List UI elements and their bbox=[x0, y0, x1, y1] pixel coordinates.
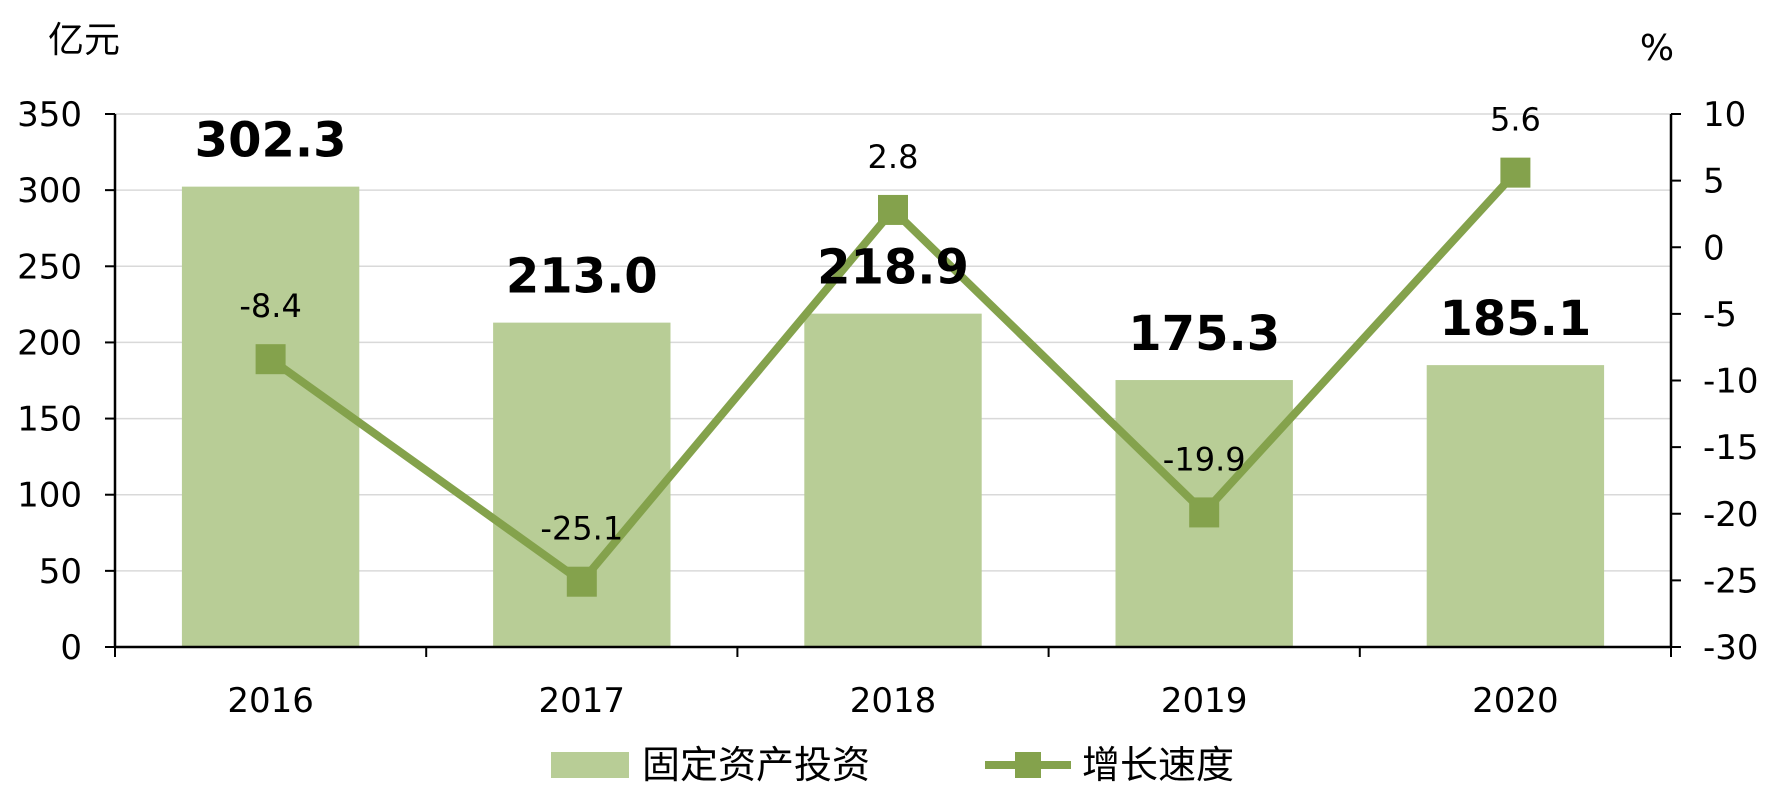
right-tick-label: -15 bbox=[1703, 428, 1759, 468]
bar-value-label: 175.3 bbox=[1128, 306, 1280, 362]
right-tick-label: 5 bbox=[1703, 162, 1725, 202]
left-tick-label: 0 bbox=[60, 628, 82, 668]
line-marker bbox=[1500, 157, 1531, 188]
bar bbox=[493, 322, 671, 647]
right-tick-label: 0 bbox=[1703, 228, 1725, 268]
line-marker bbox=[1189, 497, 1220, 528]
legend: 固定资产投资 增长速度 bbox=[551, 743, 1234, 787]
bar-value-label: 185.1 bbox=[1439, 291, 1591, 347]
data-labels: 302.3 213.0 218.9 175.3 185.1 -8.4 -25.1 2.8 -19… bbox=[195, 101, 1592, 548]
legend-swatch-bar bbox=[551, 752, 629, 778]
line-value-label: 2.8 bbox=[868, 138, 919, 176]
line-value-label: 5.6 bbox=[1490, 101, 1541, 139]
x-tick-label: 2018 bbox=[850, 681, 937, 721]
left-tick-label: 350 bbox=[17, 95, 82, 135]
bar-value-label: 213.0 bbox=[506, 249, 658, 305]
bar-value-label: 302.3 bbox=[195, 113, 347, 169]
left-tick-label: 50 bbox=[39, 552, 82, 592]
left-tick-label: 150 bbox=[17, 400, 82, 440]
line-value-label: -8.4 bbox=[239, 287, 301, 325]
line-marker bbox=[566, 566, 597, 597]
line-value-label: -19.9 bbox=[1163, 440, 1246, 478]
left-tick-label: 300 bbox=[17, 171, 82, 211]
left-tick-label: 100 bbox=[17, 476, 82, 516]
line-marker bbox=[255, 344, 286, 375]
line-marker bbox=[878, 194, 908, 225]
x-tick-label: 2019 bbox=[1161, 681, 1248, 721]
legend-label-line: 增长速度 bbox=[1082, 743, 1234, 787]
x-tick-label: 2016 bbox=[227, 681, 314, 721]
left-tick-label: 250 bbox=[17, 247, 82, 287]
right-tick-label: -5 bbox=[1703, 295, 1737, 335]
right-axis-unit: % bbox=[1640, 28, 1674, 69]
left-tick-label: 200 bbox=[17, 323, 82, 363]
line-value-label: -25.1 bbox=[540, 510, 623, 548]
legend-label-bar: 固定资产投资 bbox=[642, 743, 870, 787]
right-tick-label: -25 bbox=[1703, 561, 1759, 601]
right-tick-label: -30 bbox=[1703, 628, 1759, 668]
legend-swatch-marker bbox=[1015, 752, 1041, 778]
bar bbox=[1426, 365, 1605, 647]
left-axis-unit: 亿元 bbox=[48, 20, 120, 61]
bar-value-label: 218.9 bbox=[817, 240, 969, 296]
x-tick-label: 2017 bbox=[539, 681, 626, 721]
right-tick-label: -10 bbox=[1703, 362, 1759, 402]
axes: 0 50 100 150 200 250 300 350 -30 -25 -20 -15 -10 -5 0 5… bbox=[17, 95, 1758, 721]
right-tick-label: 10 bbox=[1703, 95, 1746, 135]
line-series bbox=[255, 157, 1531, 597]
bar bbox=[804, 313, 982, 647]
bar bbox=[181, 186, 360, 647]
x-tick-label: 2020 bbox=[1472, 681, 1559, 721]
right-tick-label: -20 bbox=[1703, 495, 1759, 535]
